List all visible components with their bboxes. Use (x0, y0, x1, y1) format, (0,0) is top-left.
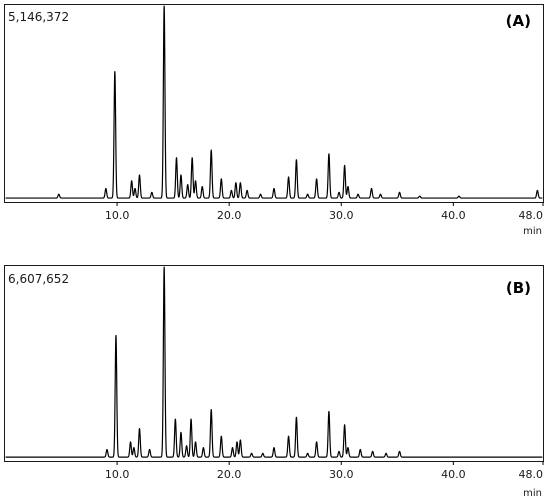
panel-b-x-unit: min (523, 488, 542, 499)
panel-a-x-tick-label: 48.0 (519, 209, 544, 222)
panel-b-x-tick-label: 48.0 (519, 468, 544, 481)
panel-a-x-tick-label: 30.0 (329, 209, 354, 222)
panel-b-frame (4, 265, 544, 462)
panel-b-x-tick-label: 30.0 (329, 468, 354, 481)
chromatogram-panel-a: 10.0 20.0 30.0 40.0 48.0 5,146,372 (A) min (4, 4, 544, 237)
panel-a-label: (A) (506, 12, 531, 30)
panel-a-x-unit: min (523, 226, 542, 237)
panel-a-max-intensity: 5,146,372 (8, 10, 69, 24)
panel-b-x-ticks: 10.0 20.0 30.0 40.0 48.0 (105, 461, 544, 481)
panel-b-x-tick-label: 10.0 (105, 468, 130, 481)
panel-b-max-intensity: 6,607,652 (8, 272, 69, 286)
panel-b-trace (5, 266, 543, 458)
panel-a-x-tick-label: 40.0 (441, 209, 466, 222)
panel-a-trace (5, 5, 543, 199)
panel-a-x-tick-label: 20.0 (217, 209, 242, 222)
panel-a-x-ticks: 10.0 20.0 30.0 40.0 48.0 (105, 202, 544, 222)
panel-b-label: (B) (506, 279, 531, 297)
chromatogram-panel-b: 10.0 20.0 30.0 40.0 48.0 6,607,652 (B) min (4, 265, 544, 499)
panel-a-frame (4, 4, 544, 203)
panel-b-x-tick-label: 20.0 (217, 468, 242, 481)
panel-a-x-tick-label: 10.0 (105, 209, 130, 222)
panel-b-x-tick-label: 40.0 (441, 468, 466, 481)
